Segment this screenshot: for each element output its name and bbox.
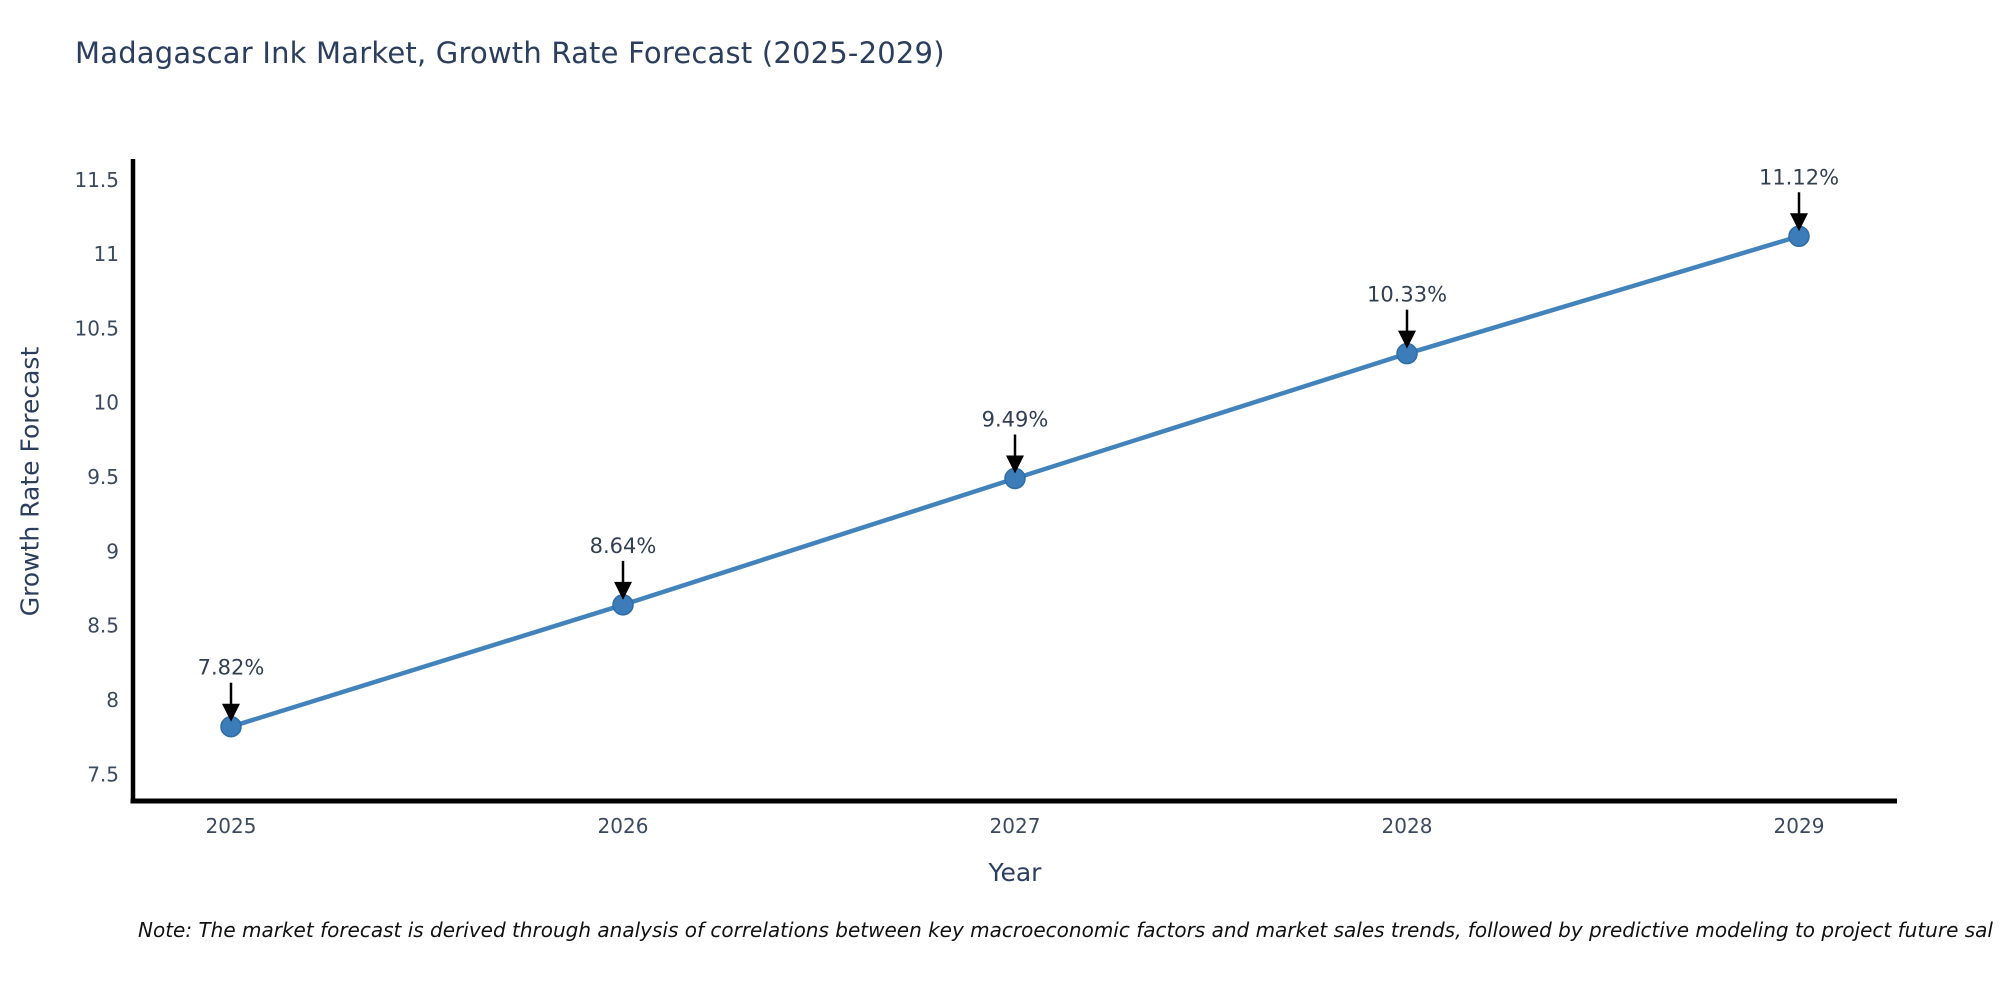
- x-tick-label: 2026: [598, 814, 649, 838]
- annotation-arrow-head-icon: [614, 581, 632, 600]
- annotation-arrow-head-icon: [1006, 455, 1024, 474]
- data-point-value-label: 7.82%: [198, 656, 265, 680]
- x-tick-label: 2029: [1774, 814, 1825, 838]
- y-tick-label: 11: [94, 242, 119, 266]
- footnote-text: Note: The market forecast is derived thr…: [138, 918, 1993, 942]
- y-tick-label: 8.5: [87, 614, 119, 638]
- data-point-value-label: 9.49%: [982, 408, 1049, 432]
- chart-title: Madagascar Ink Market, Growth Rate Forec…: [75, 36, 945, 70]
- y-tick-label: 10.5: [74, 316, 119, 340]
- y-tick-label: 7.5: [87, 762, 119, 786]
- annotation-arrow-head-icon: [222, 703, 240, 722]
- x-tick-label: 2025: [206, 814, 257, 838]
- x-tick-label: 2028: [1382, 814, 1433, 838]
- y-tick-label: 9.5: [87, 465, 119, 489]
- data-point-value-label: 11.12%: [1759, 165, 1839, 189]
- data-point-value-label: 8.64%: [590, 534, 657, 558]
- data-point-value-label: 10.33%: [1367, 283, 1447, 307]
- x-axis-title: Year: [988, 858, 1042, 887]
- y-tick-label: 11.5: [74, 168, 119, 192]
- y-tick-label: 10: [94, 391, 119, 415]
- x-tick-label: 2027: [990, 814, 1041, 838]
- annotation-arrow-head-icon: [1398, 330, 1416, 349]
- annotation-arrow-head-icon: [1790, 213, 1808, 232]
- y-tick-label: 8: [106, 688, 119, 712]
- y-tick-label: 9: [106, 539, 119, 563]
